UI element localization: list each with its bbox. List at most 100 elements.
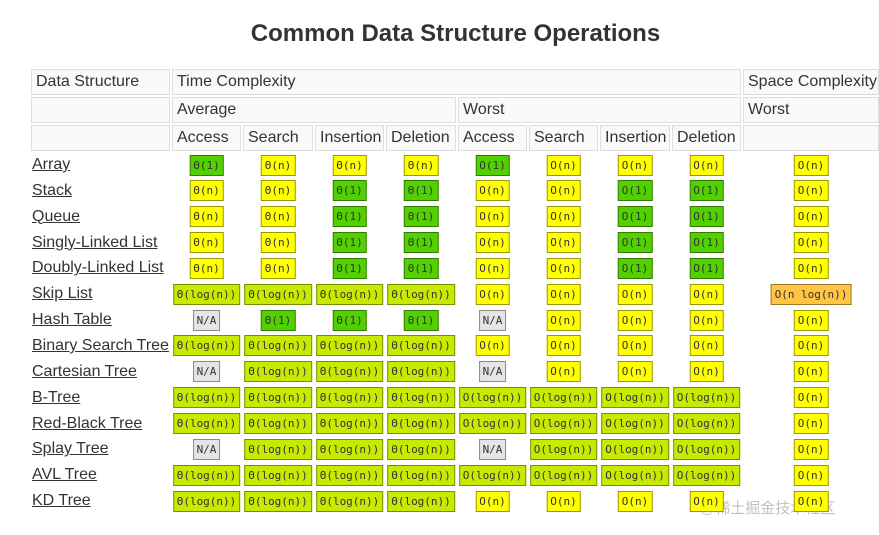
complexity-badge: Θ(1) (403, 257, 439, 279)
complexity-badge: O(n) (793, 438, 829, 460)
complexity-badge: Θ(log(n)) (172, 335, 241, 357)
header-cell (31, 97, 170, 123)
complexity-badge: Θ(1) (403, 232, 439, 254)
complexity-badge: Θ(n) (189, 257, 224, 279)
complexity-badge: Θ(1) (403, 206, 439, 228)
complexity-badge: Θ(1) (332, 309, 367, 331)
structure-link[interactable]: Queue (32, 207, 81, 225)
complexity-badge: Θ(log(n)) (244, 464, 312, 486)
complexity-badge: O(n) (689, 309, 724, 331)
complexity-badge: O(log(n)) (672, 438, 741, 460)
complexity-badge: O(log(n)) (601, 387, 669, 409)
structure-link[interactable]: KD Tree (32, 492, 91, 510)
complexity-badge: O(1) (617, 257, 653, 279)
complexity-badge: N/A (192, 438, 221, 460)
complexity-badge: O(log(n)) (529, 387, 598, 409)
structure-link[interactable]: Array (32, 156, 71, 173)
complexity-badge: Θ(log(n)) (315, 387, 384, 409)
header-group: Worst (458, 97, 741, 123)
complexity-badge: O(n) (617, 490, 653, 512)
complexity-badge: O(n) (475, 257, 510, 279)
complexity-badge: O(n) (793, 154, 829, 176)
complexity-badge: N/A (192, 309, 221, 331)
complexity-badge: O(n) (617, 335, 653, 357)
complexity-badge: Θ(log(n)) (244, 361, 312, 383)
complexity-badge: O(n) (475, 232, 510, 254)
structure-link[interactable]: Doubly-Linked List (32, 259, 164, 277)
complexity-badge: O(n log(n)) (770, 283, 852, 305)
structure-link[interactable]: Splay Tree (32, 440, 109, 458)
complexity-badge: Θ(log(n)) (244, 490, 312, 512)
structure-link[interactable]: B-Tree (32, 388, 81, 406)
complexity-badge: Θ(log(n)) (387, 438, 455, 460)
structure-link[interactable]: AVL Tree (32, 466, 97, 484)
complexity-badge: Θ(n) (260, 154, 296, 176)
complexity-badge: O(n) (689, 490, 724, 512)
complexity-badge: O(n) (546, 154, 581, 176)
complexity-badge: Θ(log(n)) (387, 335, 455, 357)
complexity-badge: Θ(n) (260, 257, 296, 279)
complexity-badge: O(n) (546, 283, 581, 305)
structure-link[interactable]: Stack (32, 181, 73, 199)
header-group: Space Complexity (743, 69, 879, 95)
complexity-badge: Θ(n) (403, 154, 439, 176)
complexity-badge: Θ(log(n)) (244, 283, 312, 305)
complexity-badge: Θ(n) (332, 154, 367, 176)
structure-link[interactable]: Hash Table (32, 311, 112, 329)
structure-link[interactable]: Cartesian Tree (32, 362, 137, 380)
complexity-badge: Θ(log(n)) (315, 490, 384, 512)
complexity-badge: O(n) (793, 309, 829, 331)
complexity-badge: O(n) (546, 232, 581, 254)
complexity-badge: Θ(1) (332, 232, 367, 254)
header-op: Insertion (315, 125, 384, 151)
complexity-badge: Θ(log(n)) (315, 361, 384, 383)
header-group: Worst (743, 97, 879, 123)
complexity-badge: Θ(log(n)) (244, 438, 312, 460)
header-op: Search (529, 125, 598, 151)
complexity-badge: O(n) (793, 257, 829, 279)
complexity-badge: Θ(log(n)) (387, 490, 455, 512)
complexity-badge: O(log(n)) (529, 438, 598, 460)
complexity-badge: Θ(n) (189, 232, 224, 254)
complexity-badge: O(n) (546, 180, 581, 202)
complexity-badge: O(1) (475, 154, 510, 176)
complexity-badge: O(n) (793, 490, 829, 512)
complexity-badge: O(n) (475, 490, 510, 512)
complexity-badge: O(n) (793, 361, 829, 383)
structure-link[interactable]: Skip List (32, 285, 93, 303)
complexity-badge: O(log(n)) (458, 464, 527, 486)
complexity-badge: Θ(1) (403, 180, 439, 202)
complexity-badge: O(n) (475, 180, 510, 202)
complexity-badge: Θ(log(n)) (315, 335, 384, 357)
complexity-badge: O(log(n)) (458, 413, 527, 434)
complexity-badge: O(n) (617, 283, 653, 305)
header-cell: Data Structure (31, 69, 170, 95)
complexity-badge: O(log(n)) (529, 464, 598, 486)
complexity-badge: O(n) (793, 464, 829, 486)
complexity-badge: O(n) (793, 180, 829, 202)
complexity-badge: O(n) (793, 335, 829, 357)
complexity-badge: O(n) (617, 361, 653, 383)
complexity-badge: O(1) (689, 180, 724, 202)
structure-link[interactable]: Binary Search Tree (32, 336, 169, 354)
complexity-badge: Θ(log(n)) (172, 413, 241, 434)
complexity-badge: O(n) (546, 257, 581, 279)
complexity-badge: Θ(n) (260, 206, 296, 228)
complexity-badge: Θ(n) (260, 232, 296, 254)
header-group: Time Complexity (172, 69, 741, 95)
complexity-badge: Θ(log(n)) (387, 361, 455, 383)
complexity-badge: Θ(log(n)) (387, 387, 455, 409)
complexity-badge: N/A (192, 361, 221, 383)
complexity-badge: O(1) (617, 180, 653, 202)
complexity-badge: O(n) (793, 206, 829, 228)
complexity-badge: O(1) (689, 257, 724, 279)
complexity-badge: Θ(1) (189, 154, 224, 176)
complexity-badge: O(n) (689, 361, 724, 383)
structure-link[interactable]: Singly-Linked List (32, 233, 158, 251)
complexity-badge: Θ(1) (332, 257, 367, 279)
complexity-badge: O(1) (617, 206, 653, 228)
complexity-badge: Θ(n) (189, 180, 224, 202)
header-group: Average (172, 97, 456, 123)
structure-link[interactable]: Red-Black Tree (32, 414, 143, 432)
